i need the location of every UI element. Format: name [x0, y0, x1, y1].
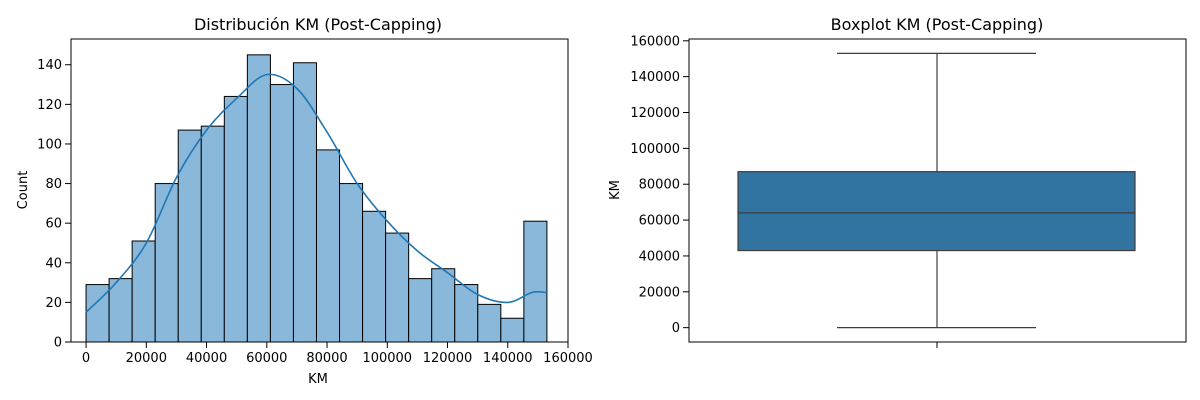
y-tick-label: 0	[54, 336, 62, 351]
y-tick-label: 100	[37, 137, 62, 152]
y-tick-label: 160000	[630, 34, 680, 49]
histogram-bar	[431, 268, 456, 343]
histogram-bar	[269, 84, 294, 343]
histogram-bar	[523, 220, 548, 343]
x-tick-label: 20000	[126, 351, 167, 366]
kde-line	[85, 73, 547, 313]
histogram-bar	[408, 278, 433, 343]
y-tick-label: 100000	[630, 142, 680, 157]
boxplot-frame	[688, 38, 1187, 343]
x-tick-label: 60000	[246, 351, 287, 366]
boxplot-panel: Boxplot KM (Post-Capping) 0 20000 40000 600…	[608, 15, 1187, 348]
histogram-bar	[477, 303, 502, 343]
histogram-bar	[292, 62, 317, 343]
histogram-y-ticks: 0 20 40 60 80 100 120 140	[37, 58, 71, 351]
y-tick-label: 40	[45, 256, 62, 271]
histogram-frame	[70, 38, 569, 343]
histogram-bar	[200, 125, 225, 343]
histogram-bar	[154, 183, 179, 343]
y-tick-label: 60	[45, 217, 62, 232]
histogram-bar	[362, 210, 387, 343]
histogram-bar	[500, 317, 525, 343]
x-tick-label: 120000	[423, 351, 473, 366]
x-tick-label: 80000	[306, 351, 347, 366]
y-tick-label: 80000	[639, 178, 680, 193]
histogram-bar	[108, 278, 133, 343]
y-tick-label: 140	[37, 58, 62, 73]
y-tick-label: 40000	[639, 249, 680, 264]
y-tick-label: 120000	[630, 106, 680, 121]
boxplot-title: Boxplot KM (Post-Capping)	[831, 15, 1044, 34]
histogram-bar	[385, 232, 410, 343]
y-tick-label: 120	[37, 98, 62, 113]
histogram-title: Distribución KM (Post-Capping)	[194, 15, 442, 34]
boxplot-y-ticks: 0 20000 40000 60000 80000 100000 120000 140000 1…	[630, 34, 689, 336]
x-tick-label: 100000	[362, 351, 412, 366]
histogram-bar	[223, 95, 248, 343]
y-tick-label: 80	[45, 177, 62, 192]
histogram-panel: Distribución KM (Post-Capping) 0 20000 400…	[16, 15, 593, 387]
histogram-bar	[315, 149, 341, 343]
histogram-bar	[177, 129, 202, 343]
x-tick-label: 140000	[483, 351, 533, 366]
histogram-bars	[85, 54, 548, 343]
histogram-x-ticks: 0 20000 40000 60000 80000 100000 120000 140000 1…	[82, 342, 593, 366]
histogram-x-label: KM	[308, 372, 328, 387]
y-tick-label: 20	[45, 296, 62, 311]
y-tick-label: 0	[672, 321, 680, 336]
interquartile-box	[737, 171, 1136, 252]
y-tick-label: 60000	[639, 214, 680, 229]
histogram-bar	[131, 240, 156, 343]
x-tick-label: 160000	[543, 351, 593, 366]
x-tick-label: 40000	[186, 351, 227, 366]
histogram-bar	[246, 54, 271, 343]
y-tick-label: 20000	[639, 285, 680, 300]
y-tick-label: 140000	[630, 70, 680, 85]
boxplot-body	[737, 52, 1136, 329]
histogram-y-label: Count	[16, 171, 31, 210]
histogram-bar	[339, 183, 364, 343]
boxplot-y-label: KM	[608, 180, 623, 200]
x-tick-label: 0	[82, 351, 90, 366]
